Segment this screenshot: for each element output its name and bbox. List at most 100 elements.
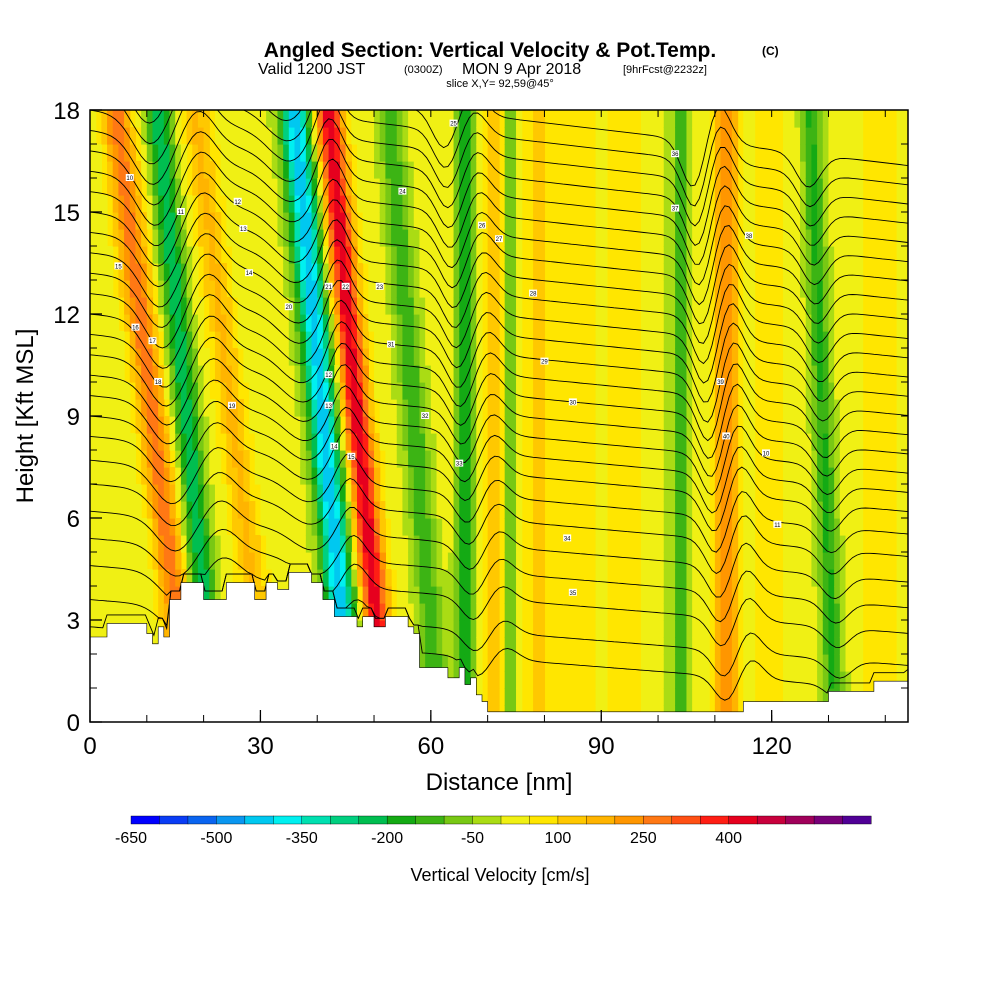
velocity-cell [254,263,262,281]
velocity-cell [430,314,438,332]
velocity-cell [436,450,443,468]
velocity-cell [232,348,239,366]
velocity-cell [413,552,421,570]
velocity-cell [385,365,392,383]
velocity-cell [192,297,199,315]
velocity-cell [510,144,517,162]
velocity-cell [686,586,693,604]
velocity-cell [788,501,795,519]
velocity-cell [209,229,216,247]
velocity-cell [90,263,97,281]
velocity-cell [641,671,648,689]
velocity-cell [902,586,908,604]
velocity-cell [203,569,210,587]
velocity-cell [135,518,142,536]
velocity-cell [805,195,813,213]
velocity-cell [351,297,358,315]
velocity-cell [311,314,318,332]
velocity-cell [476,467,483,485]
velocity-cell [783,688,790,706]
velocity-cell [374,178,381,196]
velocity-cell [538,144,546,162]
velocity-cell [493,603,500,621]
velocity-cell [447,348,455,366]
velocity-cell [493,212,500,230]
contour-label-text: 15 [348,455,355,461]
colorbar-swatch [386,815,417,825]
velocity-cell [430,280,438,298]
velocity-cell [101,297,108,315]
velocity-cell [675,178,682,196]
velocity-cell [896,467,903,485]
velocity-cell [209,178,216,196]
velocity-cell [203,178,210,196]
velocity-cell [720,212,727,230]
velocity-cell [516,569,523,587]
velocity-cell [305,552,313,570]
velocity-cell [391,535,398,553]
velocity-cell [675,501,682,519]
velocity-cell [680,365,688,383]
velocity-cell [101,569,108,587]
velocity-cell [311,552,318,570]
velocity-cell [641,416,648,434]
velocity-cell [669,178,676,196]
velocity-cell [811,433,818,451]
velocity-cell [516,671,523,689]
velocity-cell [714,280,722,298]
velocity-cell [277,416,284,434]
velocity-cell [663,671,671,689]
velocity-cell [124,110,131,128]
velocity-cell [141,229,148,247]
velocity-cell [152,212,159,230]
velocity-cell [669,450,676,468]
velocity-cell [197,212,205,230]
velocity-cell [254,348,262,366]
velocity-cell [538,399,546,417]
velocity-cell [902,501,908,519]
velocity-cell [817,229,824,247]
velocity-cell [152,127,159,145]
velocity-cell [385,569,392,587]
velocity-cell [169,314,176,332]
velocity-cell [266,467,273,485]
velocity-cell [254,365,262,383]
velocity-cell [283,535,290,553]
velocity-cell [243,297,250,315]
velocity-cell [271,416,279,434]
velocity-cell [658,603,665,621]
velocity-cell [703,467,710,485]
velocity-cell [305,212,313,230]
velocity-cell [266,212,273,230]
velocity-cell [129,195,137,213]
velocity-cell [828,552,835,570]
velocity-cell [504,127,511,145]
velocity-cell [322,450,330,468]
velocity-cell [828,314,835,332]
contour-label: 11 [176,208,185,216]
velocity-cell [90,365,97,383]
velocity-cell [595,552,602,570]
velocity-cell [254,212,262,230]
velocity-cell [601,161,608,179]
velocity-cell [641,569,648,587]
velocity-cell [243,518,250,536]
velocity-cell [845,467,852,485]
velocity-cell [703,450,710,468]
velocity-cell [726,314,733,332]
velocity-cell [158,586,165,604]
velocity-cell [107,535,114,553]
velocity-cell [720,382,727,400]
velocity-cell [180,314,188,332]
velocity-cell [408,603,415,621]
velocity-cell [839,416,847,434]
velocity-cell [516,263,523,281]
velocity-cell [175,535,182,553]
velocity-cell [425,654,432,672]
velocity-cell [714,467,722,485]
velocity-cell [856,535,864,553]
velocity-cell [896,416,903,434]
velocity-cell [209,518,216,536]
velocity-cell [408,263,415,281]
velocity-cell [680,263,688,281]
